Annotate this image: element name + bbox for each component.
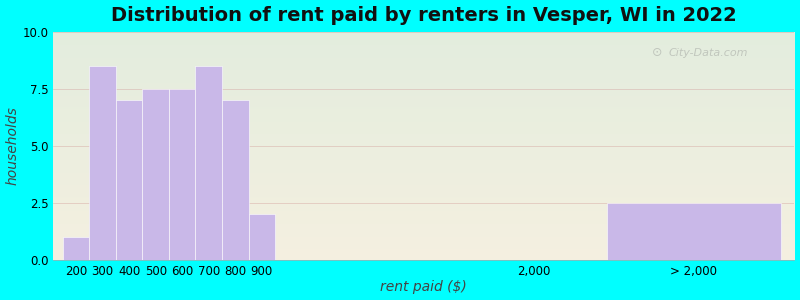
Bar [195, 66, 222, 260]
X-axis label: rent paid ($): rent paid ($) [381, 280, 467, 294]
Bar [169, 89, 195, 260]
Y-axis label: households: households [6, 106, 19, 185]
Bar [142, 89, 169, 260]
Bar [607, 203, 781, 260]
Text: ⊙: ⊙ [651, 46, 662, 59]
Bar [116, 100, 142, 260]
Bar [90, 66, 116, 260]
Text: City-Data.com: City-Data.com [669, 48, 748, 58]
Bar [222, 100, 249, 260]
Bar [63, 237, 90, 260]
Bar [249, 214, 275, 260]
Title: Distribution of rent paid by renters in Vesper, WI in 2022: Distribution of rent paid by renters in … [111, 6, 737, 25]
